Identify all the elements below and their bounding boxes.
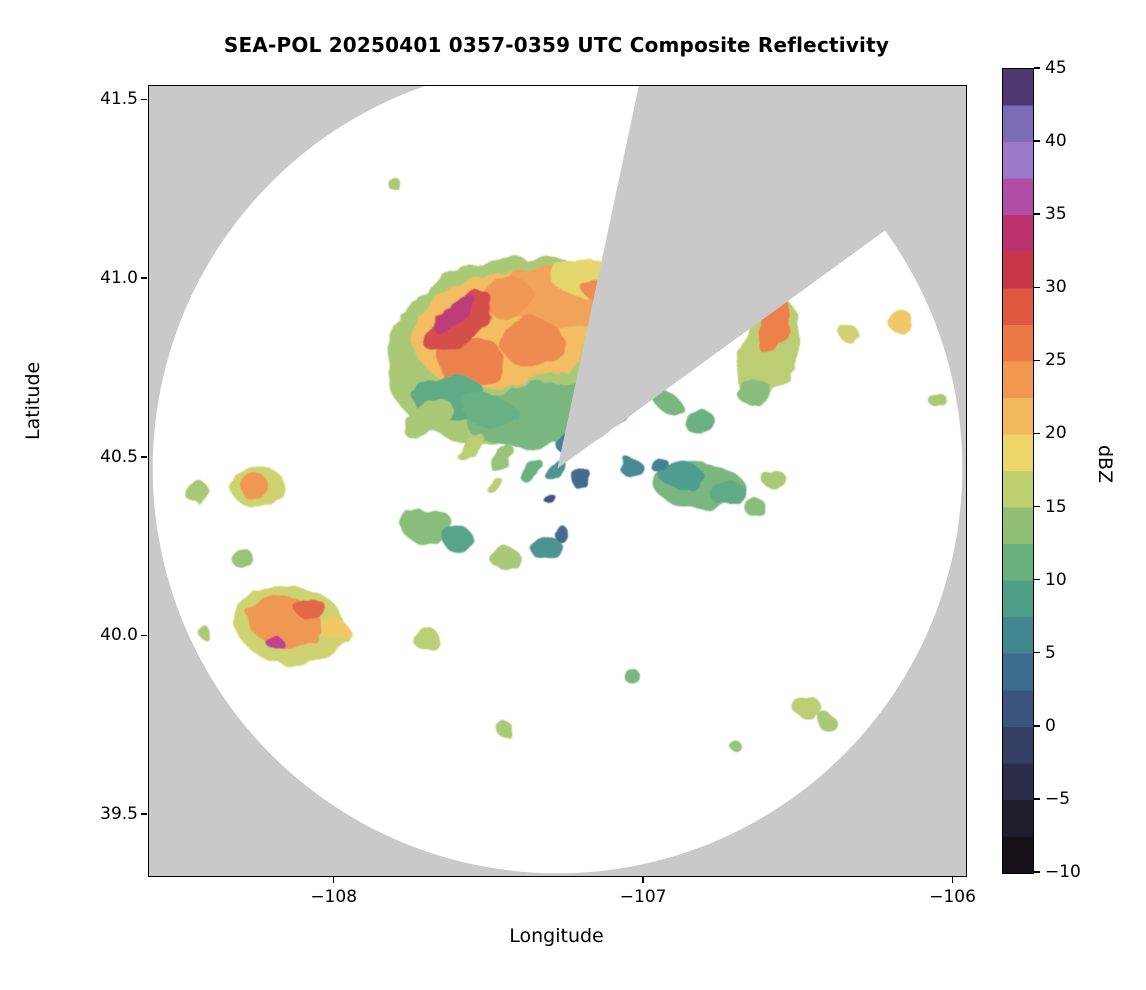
x-tick-mark	[951, 876, 954, 883]
radar-plot-canvas	[149, 86, 966, 876]
y-tick-label: 41.5	[100, 89, 138, 110]
y-tick-label: 41.0	[100, 268, 138, 289]
colorbar-tick-label: 45	[1045, 58, 1067, 78]
colorbar-tick-mark	[1034, 798, 1040, 800]
colorbar-tick-mark	[1034, 871, 1040, 873]
y-tick-label: 39.5	[100, 804, 138, 825]
colorbar-tick-mark	[1034, 725, 1040, 727]
y-tick-label: 40.5	[100, 446, 138, 467]
y-tick-mark	[140, 456, 147, 458]
colorbar-tick-label: −10	[1045, 862, 1081, 882]
colorbar-tick-mark	[1034, 286, 1040, 289]
colorbar-tick-mark	[1034, 213, 1040, 215]
plot-area	[148, 85, 967, 877]
colorbar-tick-mark	[1034, 67, 1040, 69]
colorbar	[1002, 68, 1034, 874]
chart-title: SEA-POL 20250401 0357-0359 UTC Composite…	[223, 33, 890, 57]
colorbar-tick-label: 35	[1045, 204, 1067, 225]
colorbar-tick-mark	[1034, 505, 1040, 508]
x-tick-mark	[642, 876, 644, 883]
colorbar-tick-mark	[1034, 578, 1040, 581]
colorbar-tick-label: 0	[1045, 715, 1056, 736]
x-tick-mark	[332, 876, 335, 883]
y-tick-label: 40.0	[100, 625, 138, 646]
colorbar-tick-label: 10	[1045, 569, 1067, 590]
colorbar-tick-label: −5	[1045, 788, 1071, 809]
y-tick-mark	[140, 634, 147, 637]
colorbar-tick-mark	[1034, 651, 1040, 654]
colorbar-label: dBZ	[1094, 445, 1116, 484]
colorbar-tick-label: 15	[1045, 496, 1067, 517]
y-tick-mark	[140, 813, 147, 815]
colorbar-tick-label: 30	[1045, 277, 1067, 298]
y-tick-mark	[140, 98, 147, 101]
colorbar-tick-label: 25	[1045, 350, 1067, 371]
y-tick-mark	[140, 277, 147, 279]
x-tick-label: −108	[310, 887, 358, 907]
colorbar-tick-label: 40	[1045, 131, 1067, 152]
x-tick-label: −106	[929, 887, 976, 907]
colorbar-tick-label: 5	[1045, 642, 1056, 663]
colorbar-tick-mark	[1034, 432, 1040, 435]
colorbar-tick-mark	[1034, 359, 1040, 362]
colorbar-tick-mark	[1034, 140, 1040, 142]
x-tick-label: −107	[619, 887, 667, 907]
y-axis-label: Latitude	[22, 361, 44, 440]
colorbar-tick-label: 20	[1045, 423, 1067, 444]
x-axis-label: Longitude	[509, 925, 604, 947]
colorbar-gradient	[1003, 69, 1033, 873]
